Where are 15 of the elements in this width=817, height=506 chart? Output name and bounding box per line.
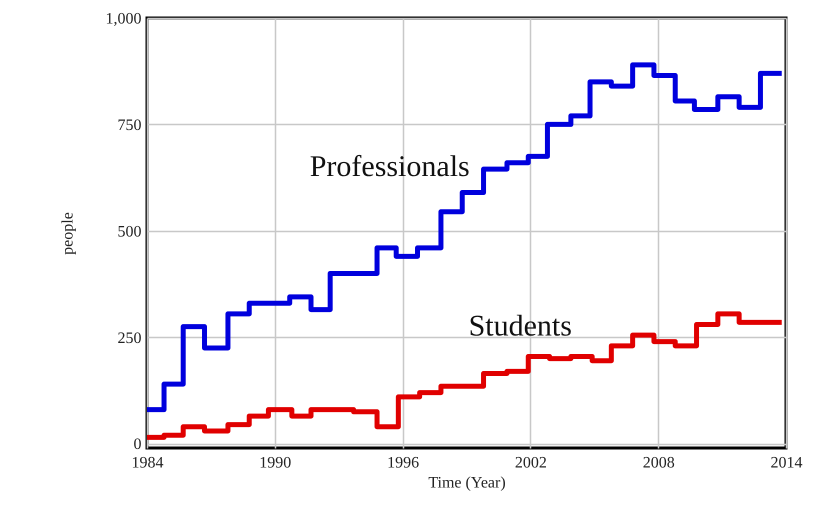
y-tick-label: 1,000 bbox=[106, 10, 142, 28]
x-tick-label: 1990 bbox=[259, 454, 292, 472]
y-tick-label: 750 bbox=[118, 116, 142, 134]
series-label: Professionals bbox=[310, 150, 470, 183]
x-tick-label: 1984 bbox=[132, 454, 164, 472]
y-tick-label: 500 bbox=[118, 223, 142, 240]
y-tick-label: 250 bbox=[118, 330, 142, 347]
x-tick-label: 1996 bbox=[387, 454, 420, 472]
x-tick-label: 2014 bbox=[770, 454, 802, 472]
y-axis-title: people bbox=[60, 212, 76, 255]
y-tick-label: 0 bbox=[134, 436, 142, 454]
x-tick-label: 2002 bbox=[514, 454, 547, 472]
series-label: Students bbox=[468, 309, 572, 342]
x-tick-label: 2008 bbox=[642, 454, 675, 472]
x-axis-title: Time (Year) bbox=[428, 474, 506, 492]
